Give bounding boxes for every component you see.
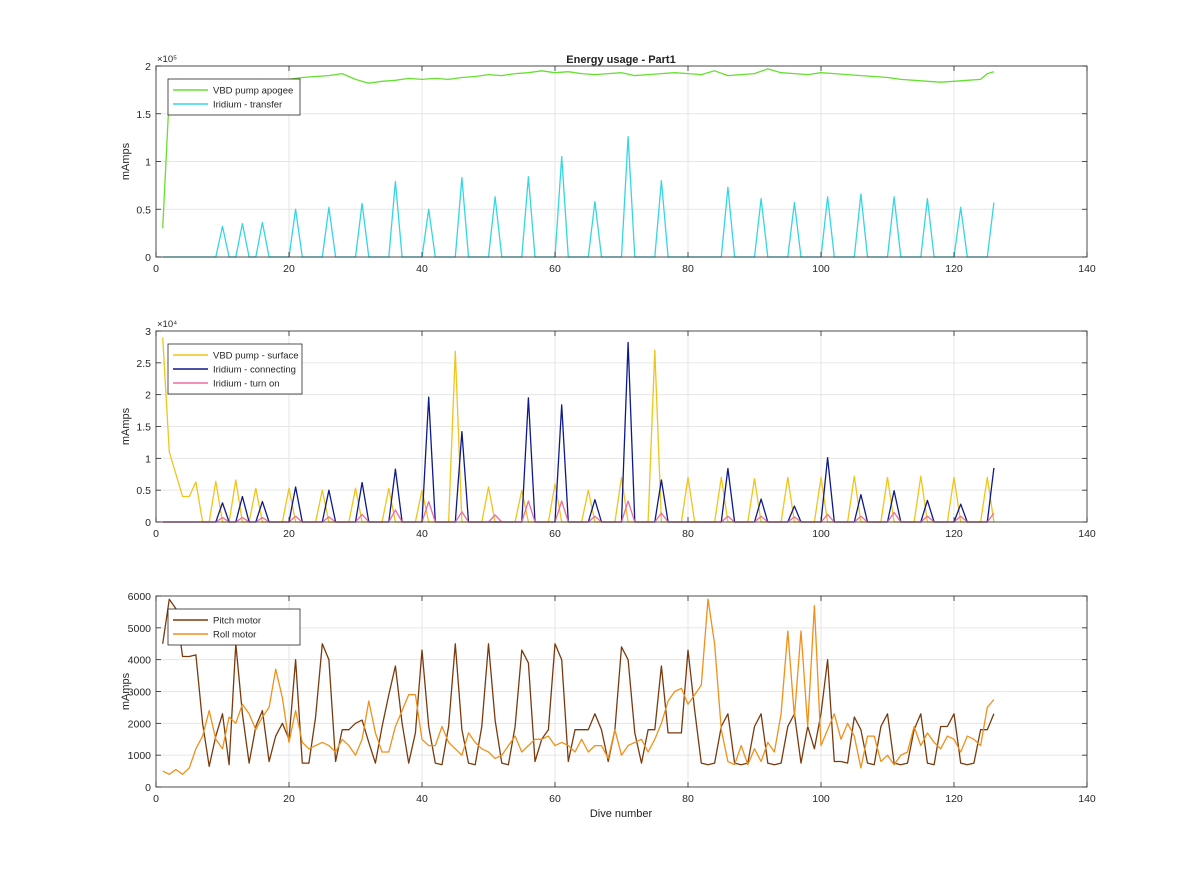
x-tick-label: 40: [416, 793, 428, 805]
y-tick-label: 1: [145, 453, 151, 465]
y-tick-label: 0: [145, 252, 151, 264]
x-tick-label: 40: [416, 263, 428, 275]
x-tick-label: 140: [1078, 528, 1096, 540]
y-tick-label: 1.5: [136, 422, 151, 434]
x-tick-label: 140: [1078, 263, 1096, 275]
x-tick-label: 60: [549, 528, 561, 540]
y-tick-label: 2: [145, 61, 151, 73]
y-tick-label: 2.5: [136, 358, 151, 370]
y-tick-label: 6000: [128, 591, 152, 603]
y-tick-label: 0: [145, 517, 151, 529]
series-line-iridium-turn-on: [162, 500, 995, 523]
x-tick-label: 0: [153, 263, 159, 275]
legend-box: [167, 78, 301, 116]
x-tick-label: 100: [812, 793, 830, 805]
x-tick-label: 80: [682, 263, 694, 275]
y-tick-label: 5000: [128, 623, 152, 635]
legend-entry: Iridium - turn on: [213, 379, 280, 390]
y-tick-label: 3000: [128, 687, 152, 699]
x-tick-label: 60: [549, 263, 561, 275]
x-tick-label: 80: [682, 528, 694, 540]
axes-energy-surface: 0 20 40 60 80 100 120 140 0 0.5 1 1.5 2 2.5 3 ×10⁴ mAmps…: [120, 319, 1096, 540]
x-tick-label: 120: [945, 263, 963, 275]
x-tick-label: 20: [283, 528, 295, 540]
legend-entry: VBD pump apogee: [213, 86, 293, 97]
figure-xlabel: Dive number: [590, 808, 653, 820]
y-tick-label: 1: [145, 157, 151, 169]
x-tick-label: 80: [682, 793, 694, 805]
legend: VBD pump apogee Iridium - transfer: [167, 78, 301, 116]
x-tick-label: 20: [283, 263, 295, 275]
figure-title: Energy usage - Part1: [566, 54, 675, 66]
x-tick-label: 100: [812, 528, 830, 540]
y-axis-label: mAmps: [120, 142, 132, 180]
series-line-pitch-motor: [162, 598, 995, 767]
x-tick-label: 100: [812, 263, 830, 275]
y-tick-label: 1.5: [136, 109, 151, 121]
y-tick-label: 4000: [128, 655, 152, 667]
legend-entry: Roll motor: [213, 630, 256, 641]
y-tick-label: 3: [145, 326, 151, 338]
y-axis-label: mAmps: [120, 407, 132, 445]
legend-entry: Iridium - transfer: [213, 100, 282, 111]
x-tick-label: 120: [945, 528, 963, 540]
x-tick-label: 0: [153, 528, 159, 540]
legend-box: [167, 608, 301, 646]
legend-entry: Pitch motor: [213, 616, 261, 627]
y-tick-label: 0.5: [136, 485, 151, 497]
y-tick-label: 1000: [128, 750, 152, 762]
y-tick-label: 0.5: [136, 204, 151, 216]
x-tick-label: 120: [945, 793, 963, 805]
y-tick-label: 0: [145, 782, 151, 794]
y-axis-label: mAmps: [120, 672, 132, 710]
x-tick-label: 140: [1078, 793, 1096, 805]
series-line-roll-motor: [162, 598, 995, 775]
series-line-iridium-transfer: [162, 136, 995, 258]
series-line-vbd-pump-surface: [162, 337, 995, 523]
x-tick-label: 60: [549, 793, 561, 805]
y-tick-label: 2000: [128, 718, 152, 730]
axes-energy-apogee: 0 20 40 60 80 100 120 140 0 0.5 1 1.5 2 ×10⁵ mAmps VBD …: [120, 54, 1096, 275]
axes-motor-energy: 0 20 40 60 80 100 120 140 0 1000 2000 3000 4000 5000 6…: [120, 591, 1096, 805]
y-exponent-label: ×10⁴: [157, 319, 177, 330]
legend: VBD pump - surface Iridium - connecting Ir…: [167, 343, 303, 395]
y-tick-label: 2: [145, 390, 151, 402]
x-tick-label: 20: [283, 793, 295, 805]
legend: Pitch motor Roll motor: [167, 608, 301, 646]
x-tick-label: 0: [153, 793, 159, 805]
legend-entry: Iridium - connecting: [213, 365, 296, 376]
x-tick-label: 40: [416, 528, 428, 540]
y-exponent-label: ×10⁵: [157, 54, 177, 65]
legend-entry: VBD pump - surface: [213, 351, 299, 362]
